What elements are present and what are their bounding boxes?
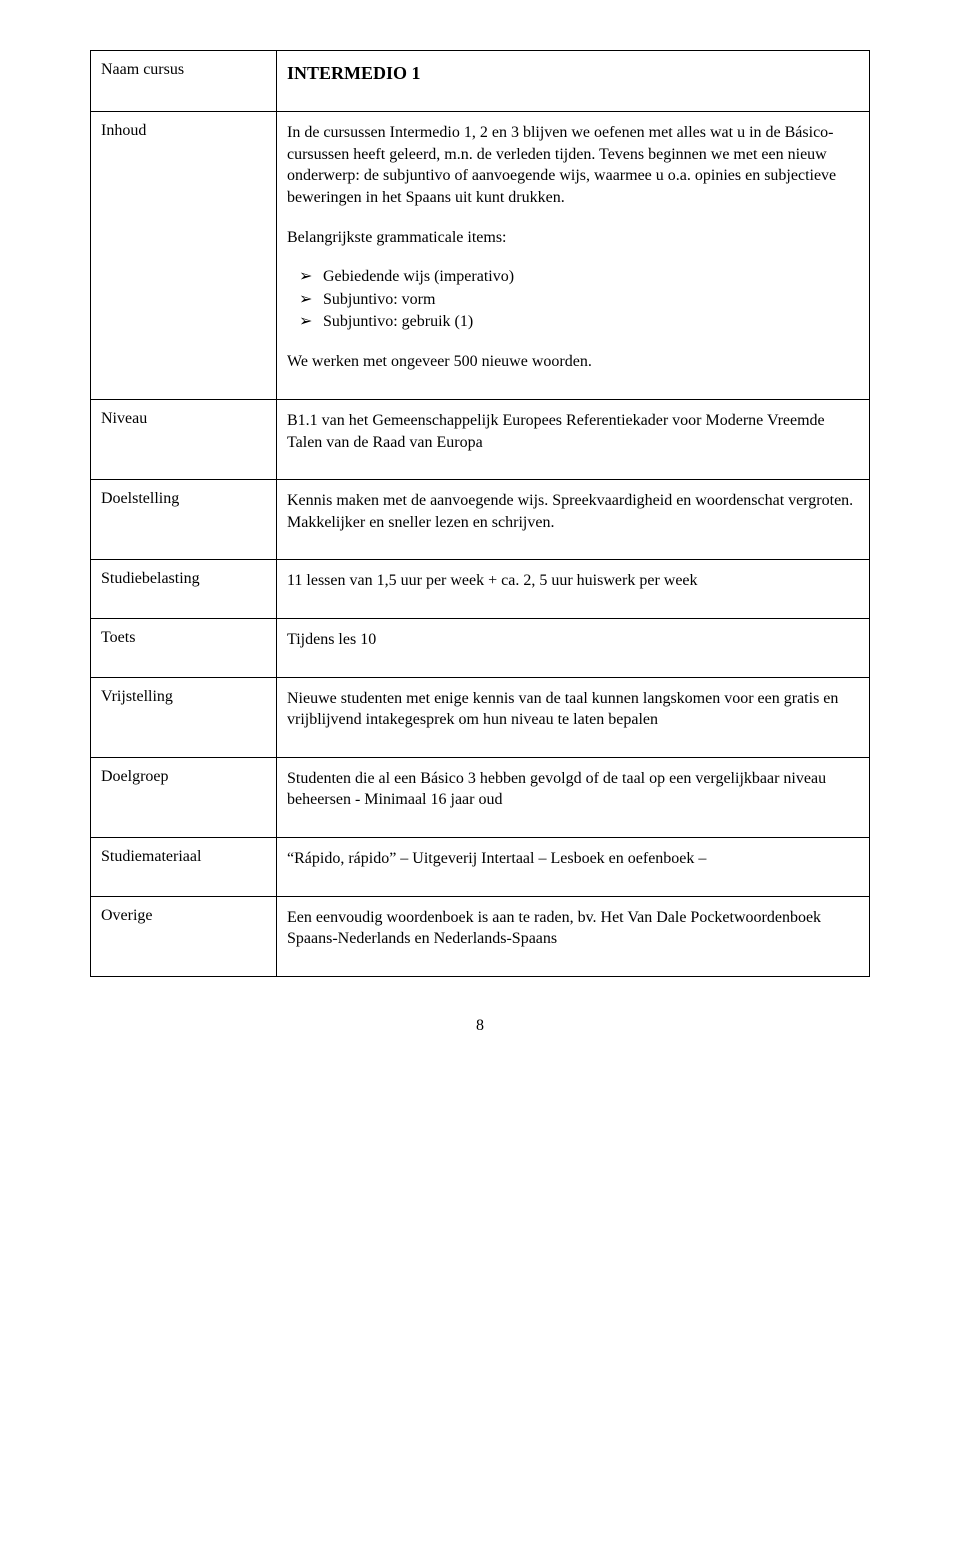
row-label: Vrijstelling [91, 677, 277, 757]
row-content: Nieuwe studenten met enige kennis van de… [277, 677, 870, 757]
table-row: InhoudIn de cursussen Intermedio 1, 2 en… [91, 112, 870, 400]
table-row: DoelgroepStudenten die al een Básico 3 h… [91, 757, 870, 837]
row-label: Doelstelling [91, 480, 277, 560]
row-label: Naam cursus [91, 51, 277, 112]
row-content: Kennis maken met de aanvoegende wijs. Sp… [277, 480, 870, 560]
table-row: NiveauB1.1 van het Gemeenschappelijk Eur… [91, 400, 870, 480]
row-content: INTERMEDIO 1 [277, 51, 870, 112]
paragraph: Een eenvoudig woordenboek is aan te rade… [287, 907, 859, 950]
paragraph: In de cursussen Intermedio 1, 2 en 3 bli… [287, 122, 859, 208]
paragraph: “Rápido, rápido” – Uitgeverij Intertaal … [287, 848, 859, 870]
course-table-body: Naam cursus INTERMEDIO 1 InhoudIn de cursu… [91, 51, 870, 977]
paragraph: 11 lessen van 1,5 uur per week + ca. 2, … [287, 570, 859, 592]
course-title: INTERMEDIO 1 [287, 61, 859, 85]
row-content: Een eenvoudig woordenboek is aan te rade… [277, 896, 870, 976]
table-row: Studiemateriaal “Rápido, rápido” – Uitgev… [91, 837, 870, 896]
row-label: Toets [91, 619, 277, 678]
paragraph: We werken met ongeveer 500 nieuwe woorde… [287, 351, 859, 373]
row-content: Studenten die al een Básico 3 hebben gev… [277, 757, 870, 837]
row-label: Doelgroep [91, 757, 277, 837]
table-row: DoelstellingKennis maken met de aanvoege… [91, 480, 870, 560]
course-table: Naam cursus INTERMEDIO 1 InhoudIn de cursu… [90, 50, 870, 977]
document-page: Naam cursus INTERMEDIO 1 InhoudIn de cursu… [0, 0, 960, 1547]
row-label: Inhoud [91, 112, 277, 400]
row-content: Tijdens les 10 [277, 619, 870, 678]
row-label: Niveau [91, 400, 277, 480]
table-row: Studiebelasting 11 lessen van 1,5 uur per… [91, 560, 870, 619]
bullet-item: Subjuntivo: gebruik (1) [323, 311, 859, 333]
paragraph: Nieuwe studenten met enige kennis van de… [287, 688, 859, 731]
row-label: Studiemateriaal [91, 837, 277, 896]
paragraph: Studenten die al een Básico 3 hebben gev… [287, 768, 859, 811]
bullet-list: Gebiedende wijs (imperativo)Subjuntivo: … [287, 266, 859, 333]
row-label: Overige [91, 896, 277, 976]
page-number: 8 [90, 1017, 870, 1035]
table-row: Toets Tijdens les 10 [91, 619, 870, 678]
paragraph: Tijdens les 10 [287, 629, 859, 651]
table-row: OverigeEen eenvoudig woordenboek is aan … [91, 896, 870, 976]
paragraph: Belangrijkste grammaticale items: [287, 227, 859, 249]
row-content: In de cursussen Intermedio 1, 2 en 3 bli… [277, 112, 870, 400]
table-row: Naam cursus INTERMEDIO 1 [91, 51, 870, 112]
row-label: Studiebelasting [91, 560, 277, 619]
row-content: B1.1 van het Gemeenschappelijk Europees … [277, 400, 870, 480]
paragraph: Kennis maken met de aanvoegende wijs. Sp… [287, 490, 859, 533]
bullet-item: Subjuntivo: vorm [323, 289, 859, 311]
paragraph: B1.1 van het Gemeenschappelijk Europees … [287, 410, 859, 453]
row-content: 11 lessen van 1,5 uur per week + ca. 2, … [277, 560, 870, 619]
table-row: VrijstellingNieuwe studenten met enige k… [91, 677, 870, 757]
bullet-item: Gebiedende wijs (imperativo) [323, 266, 859, 288]
row-content: “Rápido, rápido” – Uitgeverij Intertaal … [277, 837, 870, 896]
